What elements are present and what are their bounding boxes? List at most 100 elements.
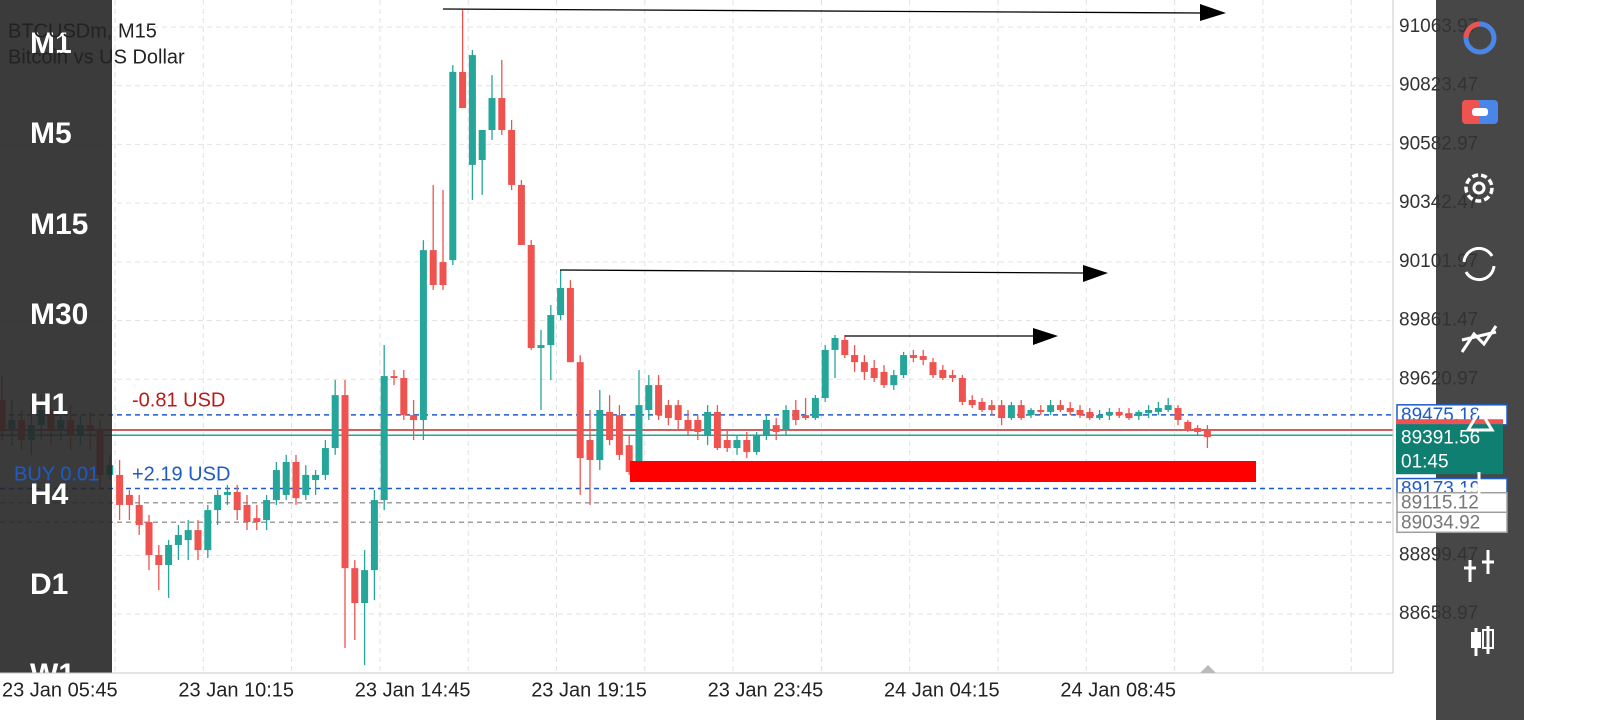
icon-shapes[interactable] bbox=[1465, 407, 1495, 432]
candle-body bbox=[439, 262, 447, 286]
candle-body bbox=[929, 362, 937, 376]
timeframe-button[interactable]: M30 bbox=[30, 298, 88, 331]
price-box-label: 89115.12 bbox=[1401, 493, 1479, 514]
plot-area bbox=[0, 0, 1393, 673]
candle-body bbox=[988, 405, 996, 410]
candle-body bbox=[468, 55, 476, 165]
bid-box-top bbox=[1396, 419, 1503, 425]
y-tick-label: 91063.97 bbox=[1399, 16, 1478, 37]
drawings bbox=[442, 4, 1256, 482]
y-tick-label: 90101.97 bbox=[1399, 251, 1478, 272]
sidebar-bg bbox=[0, 0, 112, 673]
trade-profit: -0.81 USD bbox=[132, 389, 225, 411]
candle-body bbox=[645, 385, 653, 410]
candle-body bbox=[841, 339, 849, 356]
candle-body bbox=[1047, 405, 1055, 412]
candle-body bbox=[478, 130, 486, 161]
candle-body bbox=[880, 371, 888, 386]
timeframe-button[interactable]: D1 bbox=[30, 568, 68, 601]
candle-body bbox=[184, 530, 192, 541]
candle-body bbox=[821, 349, 829, 399]
price-box-label: 89034.92 bbox=[1401, 512, 1480, 533]
timeframe-button[interactable]: H4 bbox=[30, 478, 69, 511]
chart-header: BTCUSDm, M15 Bitcoin vs US Dollar bbox=[8, 20, 185, 68]
candle-body bbox=[890, 375, 898, 386]
timeframe-button[interactable]: M5 bbox=[30, 117, 72, 150]
candle-body bbox=[233, 492, 241, 511]
candle-body bbox=[900, 355, 908, 376]
candle-body bbox=[1154, 408, 1162, 412]
y-tick-label: 90342.47 bbox=[1399, 192, 1478, 213]
candle-body bbox=[792, 409, 800, 420]
candle-body bbox=[586, 440, 594, 461]
candle-body bbox=[762, 419, 770, 436]
icon-crosshair[interactable] bbox=[1462, 472, 1496, 506]
x-axis-bg bbox=[0, 673, 1436, 720]
candle-body bbox=[341, 395, 349, 569]
timeframe-button[interactable]: M15 bbox=[30, 208, 88, 241]
candle-body bbox=[116, 474, 124, 505]
candle-body bbox=[1174, 408, 1182, 420]
candle-body bbox=[694, 419, 702, 432]
candle-body bbox=[909, 355, 917, 358]
candle-body bbox=[361, 570, 369, 604]
candle-body bbox=[831, 337, 839, 350]
candle-body bbox=[292, 461, 300, 499]
zone-rectangle bbox=[630, 461, 1256, 482]
icon-settings[interactable] bbox=[1464, 173, 1494, 203]
candle-body bbox=[1086, 411, 1094, 419]
timeframe-button[interactable]: M1 bbox=[30, 27, 72, 60]
candle-body bbox=[223, 492, 231, 495]
candle-body bbox=[537, 345, 545, 348]
candle-body bbox=[939, 369, 947, 379]
y-tick-label: 89620.97 bbox=[1399, 368, 1478, 389]
candle-body bbox=[1027, 409, 1035, 416]
icon-candles-part bbox=[1471, 632, 1481, 648]
icon-bars[interactable] bbox=[1464, 550, 1494, 582]
candle-body bbox=[547, 315, 555, 346]
icon-trend[interactable] bbox=[1460, 325, 1498, 353]
bid-price: 89391.56 bbox=[1401, 427, 1480, 448]
candle-body bbox=[1135, 411, 1143, 417]
candle-body bbox=[1056, 405, 1064, 410]
candle-body bbox=[214, 494, 222, 511]
x-tick-label: 24 Jan 04:15 bbox=[884, 679, 1000, 701]
arrow-head bbox=[1200, 4, 1226, 21]
candle-body bbox=[243, 504, 251, 523]
candle-body bbox=[1066, 408, 1074, 412]
candle-body bbox=[615, 415, 623, 455]
icon-settings-part bbox=[1472, 181, 1486, 195]
bid-timer: 01:45 bbox=[1401, 451, 1449, 472]
candle-body bbox=[743, 440, 751, 452]
x-tick-label: 23 Jan 14:45 bbox=[355, 679, 471, 701]
icon-sync[interactable] bbox=[1462, 246, 1496, 282]
candle-body bbox=[1115, 411, 1123, 416]
price-box bbox=[1396, 511, 1508, 534]
candle-body bbox=[1194, 428, 1202, 432]
candle-body bbox=[527, 244, 535, 348]
candle-body bbox=[449, 71, 457, 261]
candle-body bbox=[1203, 430, 1211, 438]
candle-body bbox=[370, 500, 378, 571]
candle-body bbox=[684, 419, 692, 431]
candle-body bbox=[968, 399, 976, 406]
candle-body bbox=[165, 544, 173, 565]
candle-body bbox=[655, 385, 663, 416]
candle-body bbox=[811, 398, 819, 419]
candle-body bbox=[704, 411, 712, 436]
candle-body bbox=[272, 470, 280, 501]
candle-body bbox=[517, 184, 525, 245]
candle-body bbox=[860, 362, 868, 372]
arrow-head bbox=[1033, 328, 1058, 345]
candle-body bbox=[664, 405, 672, 419]
candle-body bbox=[1105, 411, 1113, 416]
candle-body bbox=[635, 405, 643, 475]
arrow-line bbox=[559, 269, 1086, 274]
y-tick-label: 88899.47 bbox=[1399, 544, 1478, 565]
x-tick-label: 23 Jan 23:45 bbox=[708, 679, 824, 701]
x-tick-label: 24 Jan 08:45 bbox=[1060, 679, 1176, 701]
candle-body bbox=[380, 376, 388, 501]
candle-body bbox=[125, 494, 133, 505]
symbol: BTCUSDm, M15 bbox=[8, 20, 157, 42]
timeframe-button[interactable]: H1 bbox=[30, 388, 68, 421]
